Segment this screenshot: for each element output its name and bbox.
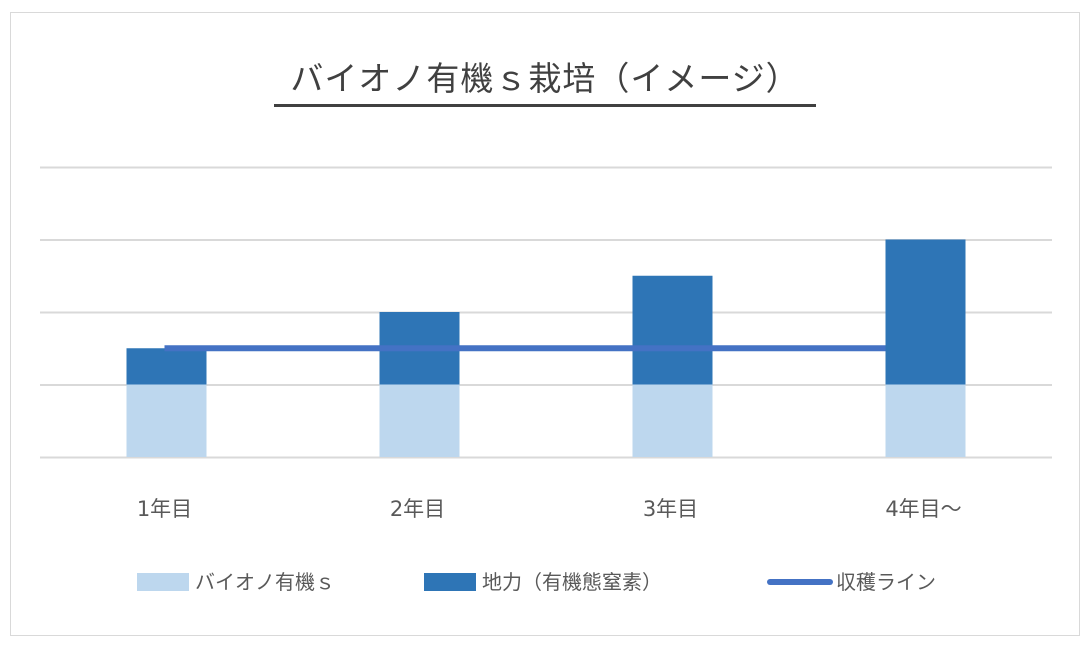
x-tick-label: 4年目～: [885, 497, 961, 521]
bar-segment-soil-1: [126, 348, 207, 385]
chart-title: バイオノ有機ｓ栽培（イメージ）: [274, 52, 816, 107]
legend-label-1: バイオノ有機ｓ: [195, 570, 335, 594]
x-tick-labels: 1年目 2年目 3年目 4年目～: [137, 497, 962, 521]
legend-swatch-1: [137, 573, 189, 591]
bar-segment-bio-1: [126, 384, 207, 457]
legend-label-2: 地力（有機態窒素）: [482, 570, 662, 594]
gridlines: [40, 166, 1052, 459]
bar-group: [126, 239, 966, 457]
legend: バイオノ有機ｓ 地力（有機態窒素） 収穫ライン: [137, 570, 936, 594]
bar-segment-bio-4: [885, 384, 966, 457]
bar-segment-soil-3: [632, 275, 713, 385]
bar-segment-bio-2: [379, 384, 460, 457]
legend-swatch-2: [424, 573, 476, 591]
bar-segment-soil-4: [885, 239, 966, 385]
chart-title-wrapper: バイオノ有機ｓ栽培（イメージ）: [0, 52, 1090, 107]
legend-label-3: 収穫ライン: [836, 570, 936, 594]
bar-segment-bio-3: [632, 384, 713, 457]
x-tick-label: 3年目: [643, 497, 698, 521]
x-tick-label: 2年目: [390, 497, 445, 521]
x-tick-label: 1年目: [137, 497, 192, 521]
